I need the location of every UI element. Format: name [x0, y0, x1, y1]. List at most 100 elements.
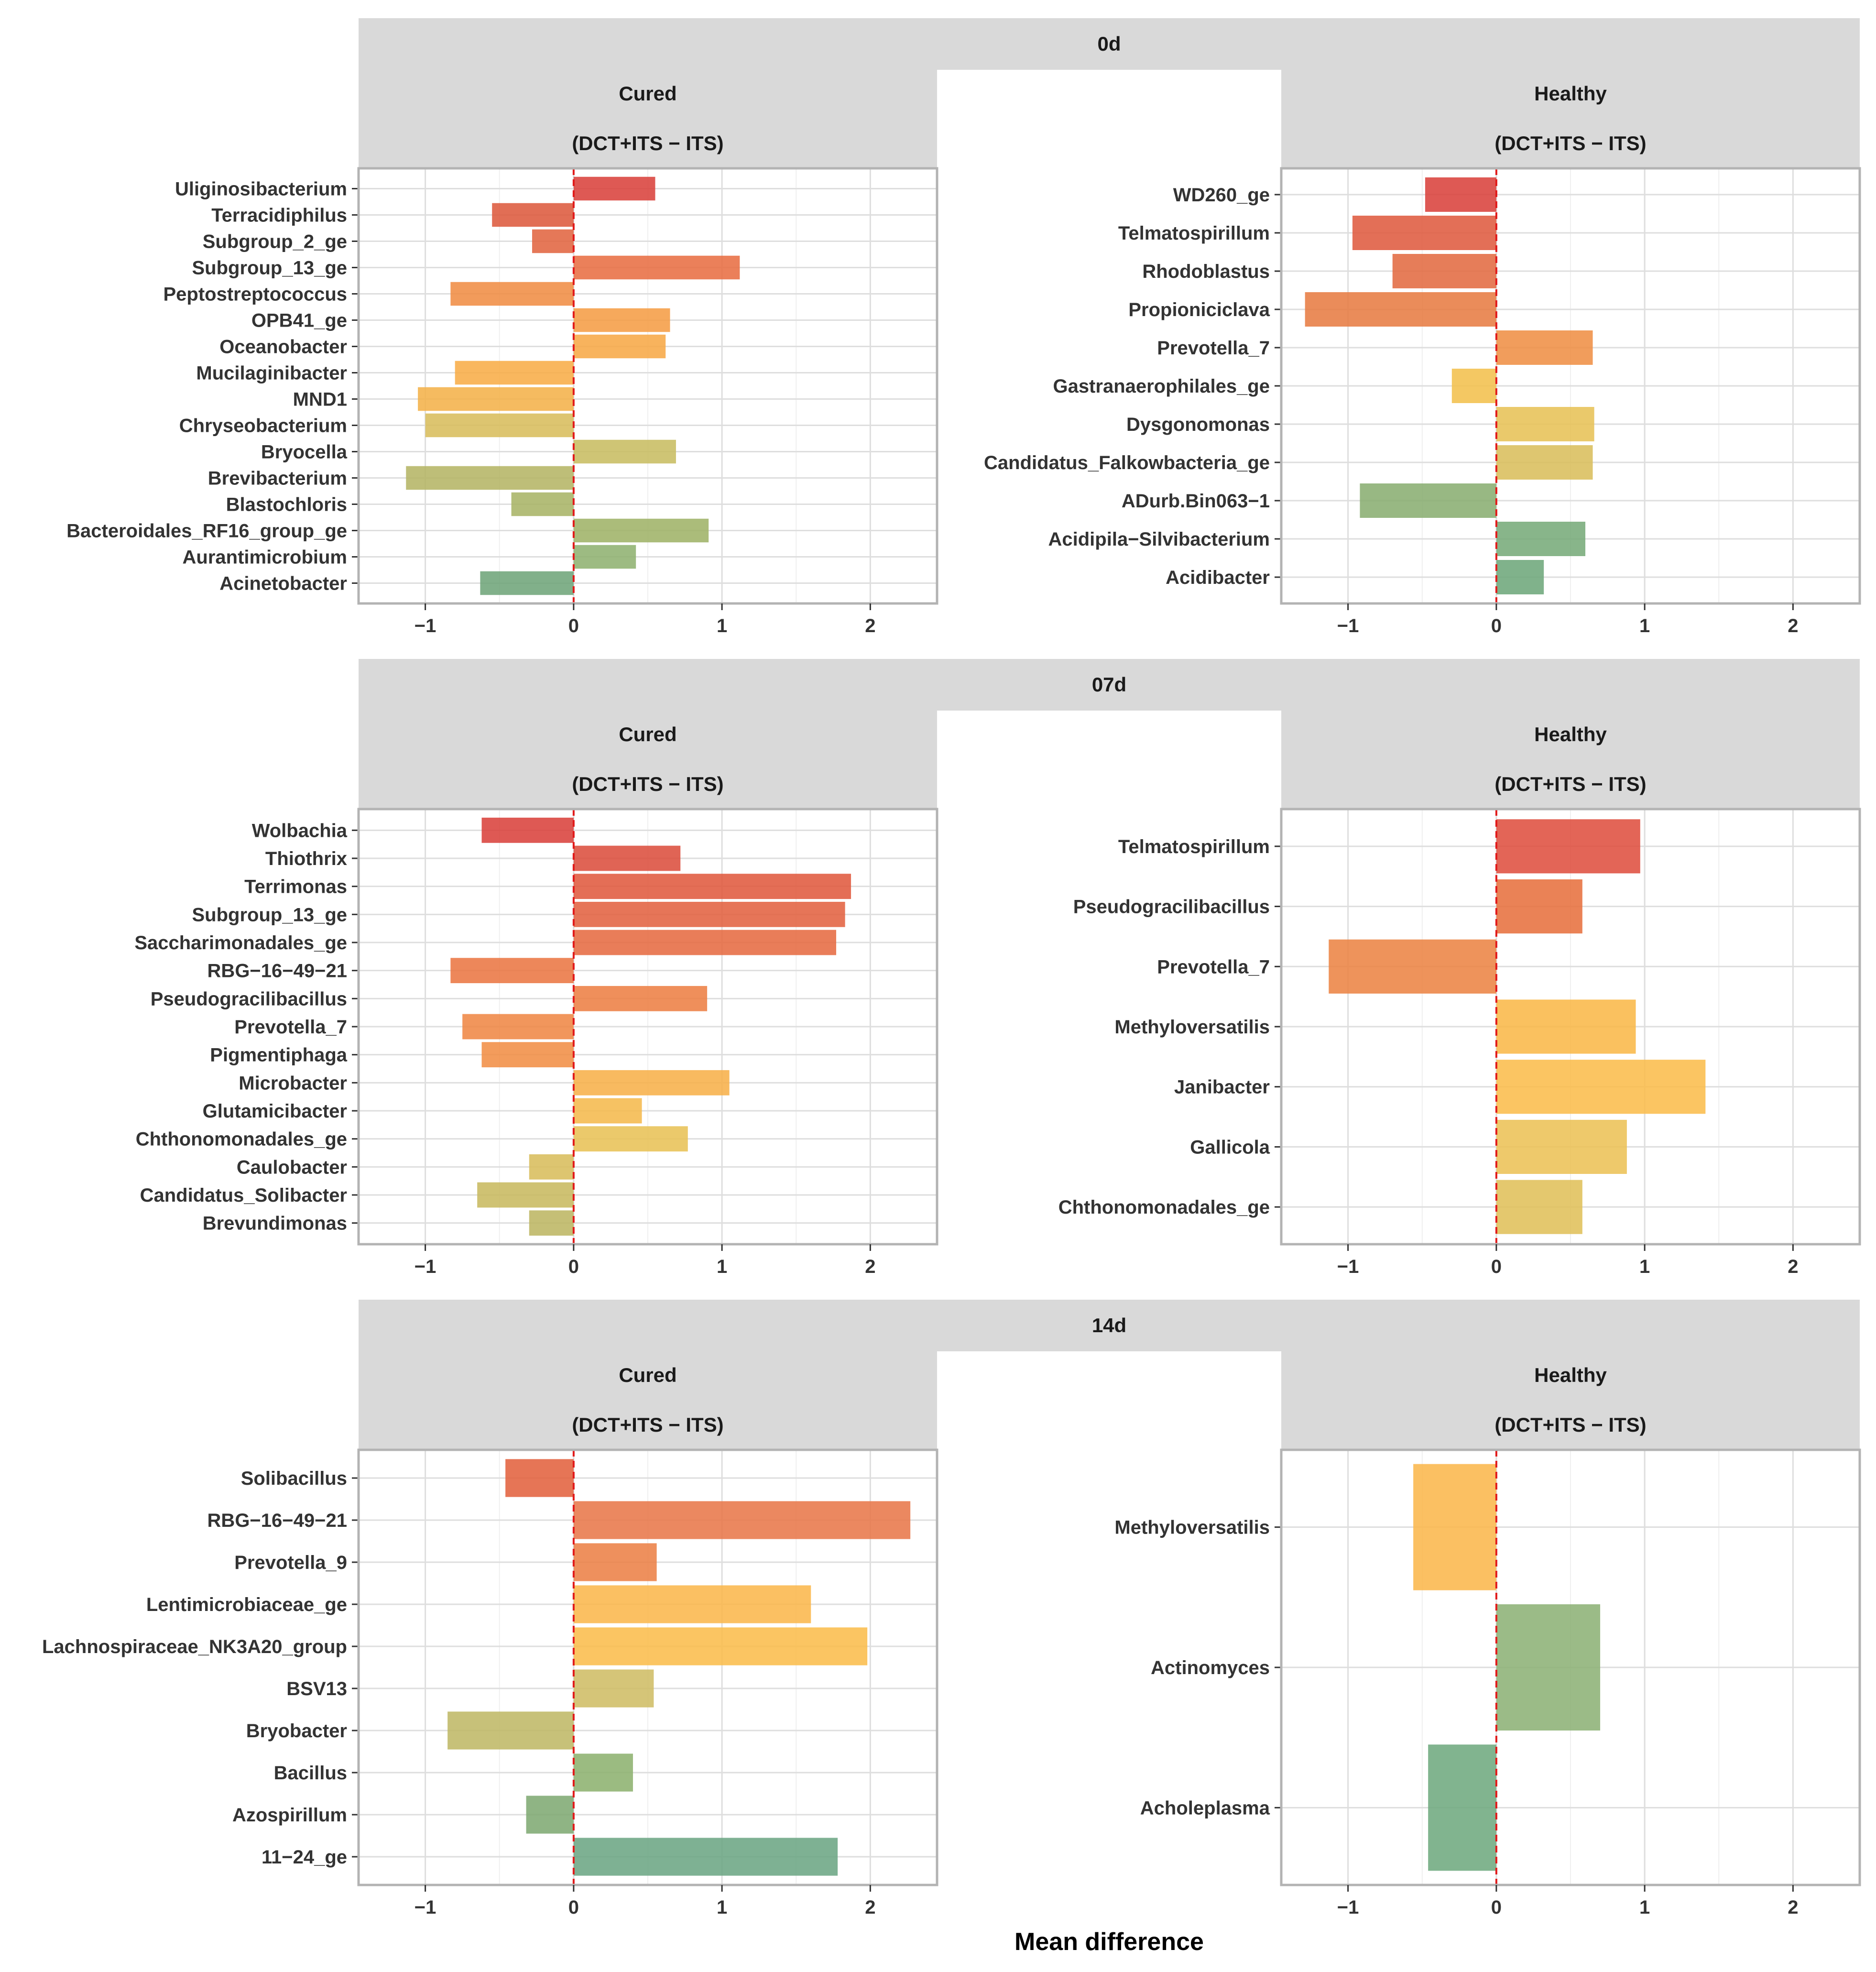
y-tick-label: Blastochloris [226, 494, 347, 515]
bar [1496, 1180, 1582, 1234]
bar [1413, 1464, 1496, 1590]
bar [532, 229, 574, 253]
panel-border [1280, 808, 1861, 1246]
x-tick-label: 2 [1788, 1256, 1798, 1277]
y-tick-label: Terrimonas [244, 876, 347, 898]
x-tick-label: 0 [1491, 615, 1502, 636]
bar [450, 282, 574, 306]
y-tick-label: Acidibacter [1166, 567, 1270, 588]
time-strip-label: 07d [1092, 673, 1126, 696]
bar [1352, 216, 1496, 250]
bar [573, 1070, 730, 1096]
bar [450, 958, 574, 984]
y-tick-label: Telmatospirillum [1118, 836, 1270, 857]
y-tick-label: Prevotella_9 [234, 1552, 347, 1573]
time-strip-label: 14d [1092, 1314, 1126, 1337]
time-strip [359, 18, 1860, 70]
bar [1496, 445, 1593, 480]
bar [406, 466, 574, 490]
y-tick-label: Mucilaginibacter [196, 363, 347, 384]
group-strip [1281, 70, 1860, 168]
bar [447, 1711, 574, 1750]
x-tick-label: −1 [414, 615, 436, 636]
x-tick-label: 0 [568, 1897, 579, 1918]
bar [505, 1459, 574, 1497]
y-tick-label: Candidatus_Solibacter [140, 1185, 347, 1206]
comparison-label: (DCT+ITS − ITS) [1494, 132, 1646, 154]
group-strip-label: Cured [619, 82, 676, 105]
group-strip-label: Healthy [1534, 723, 1607, 745]
bar [418, 387, 574, 411]
group-strip-label: Cured [619, 723, 676, 745]
x-tick-label: 0 [1491, 1256, 1502, 1277]
y-tick-label: Methyloversatilis [1114, 1517, 1270, 1538]
y-tick-label: Chthonomonadales_ge [1058, 1197, 1270, 1218]
bar [526, 1796, 574, 1834]
x-tick-label: 2 [865, 1897, 875, 1918]
y-tick-label: Microbacter [239, 1073, 347, 1094]
x-tick-label: −1 [1337, 1256, 1359, 1277]
bar [1428, 1744, 1496, 1871]
y-tick-label: Chryseobacterium [179, 416, 347, 437]
bar [481, 817, 574, 843]
x-tick-label: 1 [717, 1897, 727, 1918]
y-tick-label: Bacillus [274, 1763, 347, 1784]
group-strip [359, 711, 937, 809]
bar [573, 1126, 688, 1152]
panel-border [1280, 1448, 1861, 1886]
group-strip-label: Cured [619, 1364, 676, 1386]
y-tick-label: Acholeplasma [1140, 1797, 1270, 1819]
y-tick-label: Azospirillum [232, 1805, 347, 1826]
bar [573, 518, 709, 543]
panel-0d-healthy: Healthy (DCT+ITS − ITS) WD260_ge Telmatospi… [984, 70, 1861, 636]
bar [573, 930, 837, 955]
y-tick-label: Lachnospiraceae_NK3A20_group [42, 1636, 347, 1657]
y-tick-label: Gastranaerophilales_ge [1053, 376, 1270, 397]
y-tick-label: Rhodoblastus [1142, 261, 1270, 282]
x-tick-label: 2 [865, 1256, 875, 1277]
bar [1305, 292, 1496, 327]
bar [1496, 1119, 1627, 1174]
bar [1496, 819, 1640, 874]
group-strip-label: Healthy [1534, 82, 1607, 105]
bar [1329, 939, 1496, 994]
y-tick-label: Bryocella [261, 442, 348, 463]
x-tick-label: −1 [414, 1256, 436, 1277]
y-tick-label: Glutamicibacter [203, 1101, 347, 1122]
y-tick-label: Pseudogracilibacillus [1073, 897, 1270, 918]
bar [573, 439, 676, 464]
bar [1496, 999, 1636, 1054]
bar [529, 1210, 574, 1236]
x-tick-label: 2 [1788, 615, 1798, 636]
x-tick-label: 1 [717, 1256, 727, 1277]
bar [529, 1154, 574, 1180]
y-tick-label: Terracidiphilus [211, 205, 347, 226]
bar [573, 1669, 654, 1708]
bar [573, 1543, 657, 1581]
y-tick-label: Saccharimonadales_ge [134, 932, 347, 953]
y-tick-label: BSV13 [286, 1678, 347, 1699]
bar [573, 545, 636, 569]
panel-14d-healthy: Healthy (DCT+ITS − ITS) Methyloversatilis A… [1114, 1351, 1861, 1918]
bar [511, 492, 574, 516]
bar [573, 901, 845, 927]
group-strip [1281, 1351, 1860, 1450]
group-strip [359, 70, 937, 168]
bar [573, 1627, 868, 1665]
row-14d: 14d Cured (DCT+ITS − ITS) Solibacillus RBG−1… [42, 1300, 1861, 1918]
y-tick-label: Prevotella_7 [1157, 338, 1270, 359]
y-tick-label: Oceanobacter [219, 337, 347, 358]
x-tick-label: −1 [414, 1897, 436, 1918]
panel-0d-cured: Cured (DCT+ITS − ITS) Uliginosibacterium Te… [66, 70, 938, 636]
y-tick-label: Prevotella_7 [234, 1017, 347, 1038]
y-tick-label: Bacteroidales_RF16_group_ge [66, 521, 347, 542]
bar [1496, 330, 1593, 365]
group-strip [1281, 711, 1860, 809]
y-tick-label: Acinetobacter [219, 573, 347, 594]
x-tick-label: 0 [568, 615, 579, 636]
panel-border [357, 167, 938, 605]
y-tick-label: ADurb.Bin063−1 [1122, 491, 1270, 512]
bar [573, 1753, 633, 1792]
bar [573, 845, 681, 871]
